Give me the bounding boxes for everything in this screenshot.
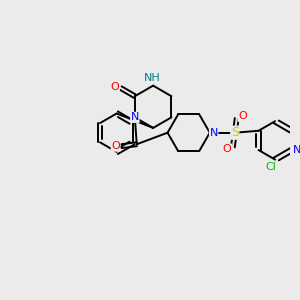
Text: S: S (231, 126, 239, 139)
Text: O: O (223, 144, 232, 154)
Text: NH: NH (144, 73, 160, 83)
Text: O: O (111, 141, 120, 151)
Text: Cl: Cl (266, 162, 277, 172)
Text: O: O (238, 111, 247, 122)
Text: O: O (111, 82, 119, 92)
Text: N: N (131, 112, 139, 122)
Text: N: N (292, 145, 300, 155)
Text: N: N (209, 128, 218, 138)
